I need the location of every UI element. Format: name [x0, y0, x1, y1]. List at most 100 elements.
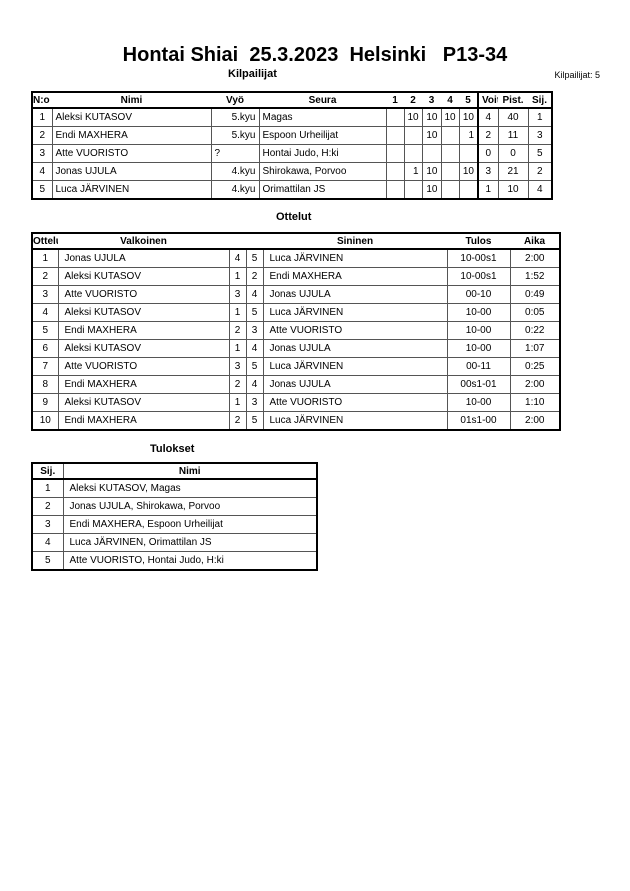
cell-result: 10-00s1 — [446, 248, 511, 268]
competitors-heading: Kilpailijat — [228, 68, 277, 80]
cell-s5: 1 — [458, 126, 479, 145]
cell-wn: 4 — [228, 248, 247, 268]
cell-no: 4 — [31, 162, 53, 181]
cell-result: 00-11 — [446, 357, 511, 376]
cell-belt: ? — [210, 144, 260, 163]
col-header: Pist. — [498, 92, 528, 109]
results-table: Sij. Nimi 1 Aleksi KUTASOV, Magas 2 Jonas U… — [31, 462, 318, 571]
cell-white: Endi MAXHERA — [57, 321, 230, 340]
cell-result: 10-00 — [446, 321, 511, 340]
cell-wins: 4 — [477, 107, 499, 127]
cell-result: 01s1-00 — [446, 411, 511, 431]
cell-name: Atte VUORISTO, Hontai Judo, H:ki — [62, 551, 318, 571]
cell-no: 7 — [31, 357, 59, 376]
cell-time: 2:00 — [509, 375, 561, 394]
cell-no: 8 — [31, 375, 59, 394]
cell-bn: 5 — [245, 357, 264, 376]
cell-bn: 3 — [245, 393, 264, 412]
col-header: Vyö — [211, 92, 259, 109]
matches-heading: Ottelut — [276, 211, 312, 223]
cell-white: Atte VUORISTO — [57, 285, 230, 304]
col-header: Sij. — [528, 92, 552, 109]
cell-no: 10 — [31, 411, 59, 431]
col-header: Sij. — [32, 463, 64, 480]
cell-rank: 3 — [31, 515, 64, 534]
cell-blue: Luca JÄRVINEN — [262, 411, 448, 431]
col-header: Voit. — [478, 92, 498, 109]
cell-name: Aleksi KUTASOV, Magas — [62, 478, 318, 498]
cell-s1 — [385, 144, 405, 163]
cell-name: Jonas UJULA — [51, 162, 212, 181]
col-header: 2 — [404, 92, 422, 109]
col-header: Valkoinen — [58, 233, 229, 250]
col-header: Sininen — [263, 233, 447, 250]
cell-no: 4 — [31, 303, 59, 322]
cell-result: 10-00s1 — [446, 267, 511, 286]
table-row: 1 Aleksi KUTASOV 5.kyu Magas 10 10 10 10 4 40 1 — [31, 107, 553, 127]
table-row: 3 Atte VUORISTO 3 4 Jonas UJULA 00-10 0:49 — [31, 285, 561, 304]
cell-rank: 5 — [31, 551, 64, 571]
cell-rank: 4 — [31, 533, 64, 552]
cell-name: Luca JÄRVINEN, Orimattilan JS — [62, 533, 318, 552]
table-row: 5 Endi MAXHERA 2 3 Atte VUORISTO 10-00 0:22 — [31, 321, 561, 340]
cell-no: 5 — [31, 180, 53, 200]
cell-no: 9 — [31, 393, 59, 412]
cell-name: Luca JÄRVINEN — [51, 180, 212, 200]
cell-s5 — [458, 180, 479, 200]
cell-no: 6 — [31, 339, 59, 358]
cell-blue: Jonas UJULA — [262, 339, 448, 358]
cell-blue: Jonas UJULA — [262, 285, 448, 304]
table-row: 3 Endi MAXHERA, Espoon Urheilijat — [31, 515, 318, 534]
cell-s1 — [385, 162, 405, 181]
cell-belt: 4.kyu — [210, 180, 260, 200]
cell-s3: 10 — [421, 180, 442, 200]
table-row: 2 Endi MAXHERA 5.kyu Espoon Urheilijat 10 1 2 1… — [31, 126, 553, 145]
cell-wins: 2 — [477, 126, 499, 145]
cell-rank: 4 — [527, 180, 553, 200]
matches-table: Ottelu Valkoinen Sininen Tulos Aika 1Jon… — [31, 232, 561, 431]
cell-s5 — [458, 144, 479, 163]
cell-s3 — [421, 144, 442, 163]
cell-blue: Atte VUORISTO — [262, 321, 448, 340]
cell-result: 10-00 — [446, 339, 511, 358]
cell-wn: 1 — [228, 393, 247, 412]
cell-rank: 5 — [527, 144, 553, 163]
cell-s2 — [403, 144, 423, 163]
cell-wins: 1 — [477, 180, 499, 200]
table-row: 4 Jonas UJULA 4.kyu Shirokawa, Porvoo 1 10 10 3… — [31, 162, 553, 181]
cell-s1 — [385, 126, 405, 145]
cell-blue: Luca JÄRVINEN — [262, 303, 448, 322]
cell-white: Aleksi KUTASOV — [57, 303, 230, 322]
table-row: 8 Endi MAXHERA 2 4 Jonas UJULA 00s1-01 2:00 — [31, 375, 561, 394]
cell-time: 1:52 — [509, 267, 561, 286]
cell-bn: 4 — [245, 339, 264, 358]
col-header: Ottelu — [32, 233, 58, 250]
cell-bn: 2 — [245, 267, 264, 286]
cell-rank: 3 — [527, 126, 553, 145]
cell-bn: 5 — [245, 303, 264, 322]
cell-belt: 4.kyu — [210, 162, 260, 181]
cell-rank: 2 — [31, 497, 64, 516]
cell-s3: 10 — [421, 126, 442, 145]
cell-time: 1:10 — [509, 393, 561, 412]
cell-result: 10-00 — [446, 393, 511, 412]
cell-white: Jonas UJULA — [57, 248, 230, 268]
cell-wn: 2 — [228, 375, 247, 394]
table-row: 1 Aleksi KUTASOV, Magas — [31, 478, 318, 498]
col-header: Tulos — [447, 233, 510, 250]
results-heading: Tulokset — [150, 443, 195, 455]
cell-wins: 0 — [477, 144, 499, 163]
cell-bn: 5 — [245, 248, 264, 268]
cell-wn: 1 — [228, 303, 247, 322]
col-header: Aika — [510, 233, 560, 250]
col-header: Nimi — [63, 463, 317, 480]
cell-wn: 2 — [228, 321, 247, 340]
cell-rank: 2 — [527, 162, 553, 181]
cell-s2: 10 — [403, 107, 423, 127]
cell-time: 2:00 — [509, 411, 561, 431]
table-row: 1 Jonas UJULA 4 5 Luca JÄRVINEN 10-00s1 2:00 — [31, 248, 561, 268]
page-title: Hontai Shiai 25.3.2023 Helsinki P13-34 — [122, 44, 508, 66]
cell-bn: 3 — [245, 321, 264, 340]
col-header: Seura — [259, 92, 386, 109]
col-header: 4 — [441, 92, 459, 109]
